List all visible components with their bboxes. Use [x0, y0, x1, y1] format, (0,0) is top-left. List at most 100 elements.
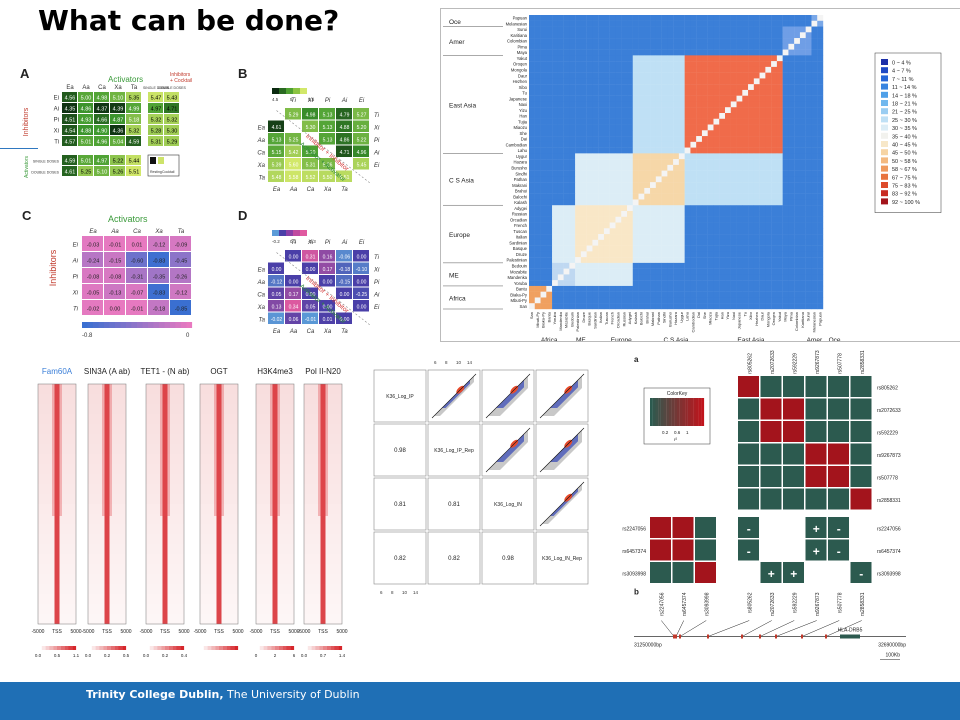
ibs-cell: [586, 176, 593, 183]
ibs-cell: [540, 199, 547, 206]
ibs-cell: [638, 297, 645, 304]
ld-colorkey-swatch: [652, 398, 656, 426]
ibs-cell: [817, 95, 824, 102]
ibs-cell: [546, 239, 553, 246]
ibs-cell: [563, 245, 570, 252]
ibs-cell: [655, 118, 662, 125]
ibs-cell: [707, 72, 714, 79]
ibs-cell: [644, 176, 651, 183]
ibs-cell: [563, 84, 570, 91]
ibs-cell: [615, 268, 622, 275]
ibs-cell: [805, 187, 812, 194]
ibs-cell: [621, 20, 628, 27]
panel-a-act-cell: [62, 166, 77, 176]
ibs-cell: [782, 193, 789, 200]
ibs-cell: [557, 274, 564, 281]
ibs-cell: [805, 113, 812, 119]
ibs-cell: [776, 118, 783, 125]
ibs-cell: [730, 32, 737, 39]
ibs-cell: [799, 164, 806, 171]
ibs-cell: [696, 303, 703, 310]
ibs-cell: [771, 280, 778, 287]
ibs-cell: [615, 153, 622, 160]
ibs-col-label: San: [529, 312, 534, 319]
ibs-cell: [615, 176, 622, 183]
panel-c-cell: [104, 236, 125, 251]
ibs-cell: [592, 107, 599, 114]
ibs-cell: [736, 95, 743, 102]
ibs-cell: [707, 130, 714, 137]
ibs-cell: [534, 55, 541, 62]
panel-a-row-label: Ti: [54, 140, 59, 146]
panel-b-lower-cell: [319, 170, 335, 182]
ibs-cell: [586, 153, 593, 160]
ibs-cell: [673, 43, 680, 50]
scatter-cell: [481, 531, 535, 585]
ld-position-mark: [741, 634, 743, 639]
ibs-cell: [667, 72, 674, 79]
ibs-cell: [684, 170, 691, 177]
ibs-cell: [592, 245, 599, 252]
profile-scale-swatch: [304, 646, 308, 650]
ibs-cell: [557, 211, 564, 217]
ibs-cell: [580, 291, 587, 298]
ld-top-cell: [828, 488, 849, 510]
profile-scale-swatch: [114, 646, 119, 650]
ibs-cell: [540, 101, 547, 108]
ibs-cell: [569, 291, 576, 298]
ibs-cell: [603, 89, 610, 96]
ibs-cell: [552, 136, 559, 143]
ibs-cell: [725, 245, 731, 252]
profile-scale-swatch: [286, 646, 291, 650]
ibs-cell: [661, 78, 668, 85]
ibs-cell: [736, 176, 743, 183]
ibs-cell: [696, 199, 703, 206]
ibs-cell: [713, 95, 720, 102]
ibs-cell: [707, 147, 714, 154]
ibs-cell: [661, 32, 668, 39]
ibs-cell: [621, 211, 628, 217]
ibs-cell: [609, 187, 616, 194]
ibs-col-label: Karitiana: [800, 311, 805, 328]
ibs-cell: [719, 26, 726, 33]
ibs-cell: [546, 222, 553, 229]
ibs-cell: [667, 170, 674, 177]
ibs-cell: [788, 38, 795, 45]
ibs-row-label: Dai: [521, 137, 527, 142]
ibs-cell: [632, 118, 639, 125]
ibs-cell: [621, 216, 628, 223]
panel-b-upper-cell: [336, 120, 352, 132]
divider-line-left: [0, 148, 38, 149]
ibs-cell: [811, 49, 818, 56]
ibs-cell: [782, 285, 789, 292]
ibs-cell: [713, 291, 720, 298]
ibs-cell: [730, 130, 737, 137]
ibs-cell: [690, 262, 697, 269]
ibs-cell: [684, 228, 691, 235]
ibs-cell: [592, 164, 599, 171]
panel-a-cell-value: 4.35: [65, 107, 76, 113]
ibs-cell: [667, 159, 674, 166]
ld-right-row-bot: rs3093998: [877, 572, 901, 578]
ibs-cell: [644, 234, 651, 241]
ibs-cell: [701, 164, 708, 171]
ibs-cell: [540, 84, 547, 91]
ibs-cell: [534, 297, 541, 304]
ibs-cell: [557, 228, 564, 235]
ld-right-row-top: rs592229: [877, 431, 898, 437]
ibs-cell: [638, 262, 645, 269]
profile-scale-tick: 0.0: [301, 653, 308, 658]
ibs-cell: [592, 291, 599, 298]
ibs-cell: [678, 182, 685, 189]
ibs-cell: [725, 234, 731, 241]
ibs-cell: [592, 136, 599, 143]
ibs-cell: [609, 199, 616, 206]
ibs-cell: [580, 239, 587, 246]
ibs-cell: [563, 199, 570, 206]
ibs-cell: [575, 118, 582, 125]
ibs-cell: [678, 228, 685, 235]
ibs-cell: [736, 32, 743, 39]
ibs-cell: [655, 303, 662, 310]
ibs-cell: [638, 15, 645, 21]
ibs-cell: [725, 268, 731, 275]
